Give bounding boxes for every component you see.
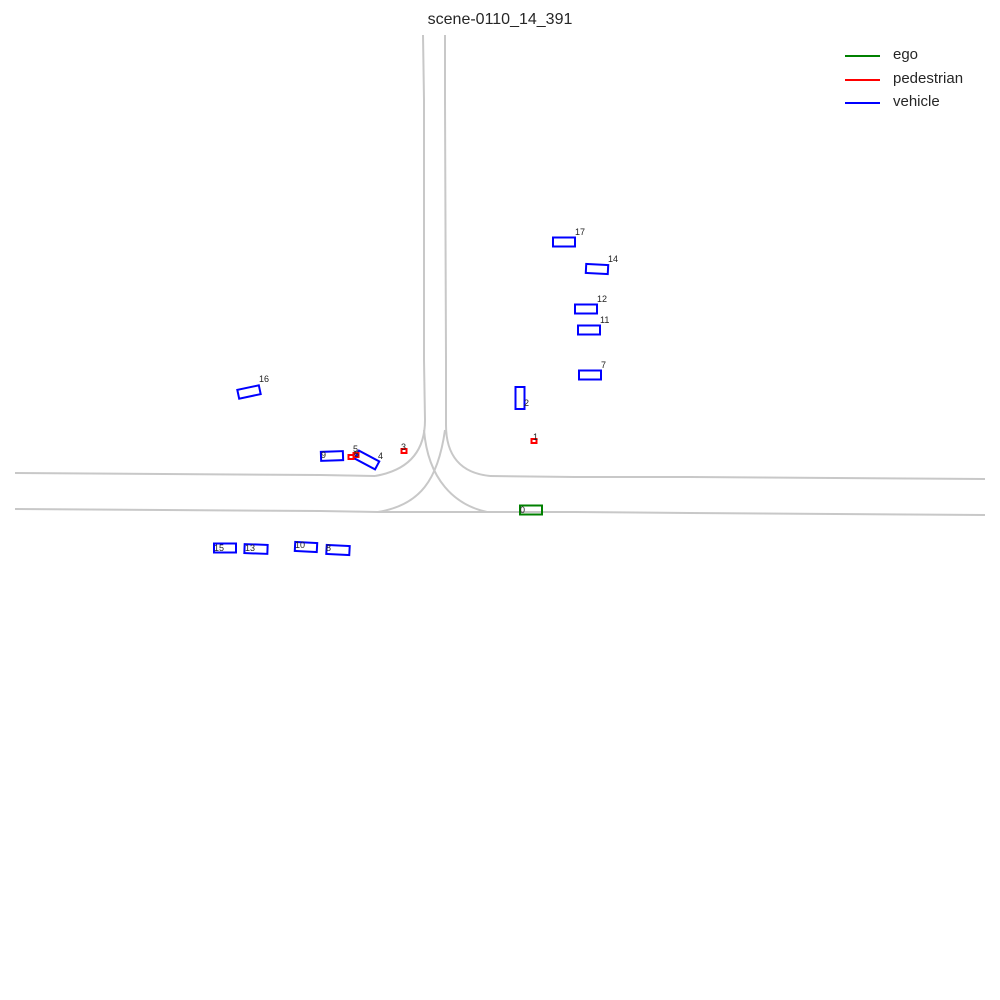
lane-north-left [374,34,427,477]
agent-label-4: 4 [378,451,383,461]
vehicle-box-16 [236,384,262,400]
lane-bottom-main [14,508,986,516]
agent-label-17: 17 [575,227,585,237]
vehicle-box-7 [578,369,602,381]
agent-label-6: 6 [354,449,359,459]
agent-label-9: 9 [321,450,326,460]
vehicle-box-13 [243,543,269,555]
pedestrian-box-3 [400,448,408,454]
lane-east-top [489,475,986,480]
agent-label-7: 7 [601,360,606,370]
agent-label-8: 8 [326,543,331,553]
vehicle-box-9 [319,450,345,462]
vehicle-box-14 [584,262,610,276]
agent-label-0: 0 [520,505,525,515]
vehicle-box-17 [552,236,576,248]
vehicle-box-15 [213,542,237,554]
vehicle-box-2 [514,386,526,410]
agent-label-16: 16 [259,374,269,384]
agent-label-10: 10 [295,540,305,550]
lane-north-right [444,35,491,477]
agent-label-1: 1 [533,432,538,442]
legend-swatch-pedestrian [845,79,880,81]
agent-label-15: 15 [214,543,224,553]
vehicle-box-10 [293,540,319,554]
lane-west-top [14,472,376,477]
agent-label-13: 13 [245,543,255,553]
lane-merge-right-curve [423,429,488,513]
legend-label-pedestrian: pedestrian [893,70,964,87]
agent-label-3: 3 [401,442,406,452]
legend-swatch-ego [845,55,880,57]
ego-box-0 [519,504,543,516]
agent-label-12: 12 [597,294,607,304]
agent-label-5: 5 [353,444,358,454]
agent-label-2: 2 [524,398,529,408]
agent-label-11: 11 [600,315,609,325]
scene-title: scene-0110_14_391 [427,11,573,28]
pedestrian-box-1 [530,438,538,444]
agent-label-14: 14 [608,254,618,264]
vehicle-box-12 [574,303,598,315]
vehicle-box-4 [353,449,381,471]
legend-swatch-vehicle [845,102,880,104]
vehicle-box-8 [325,543,351,557]
pedestrian-box-6 [352,452,360,458]
legend-label-ego: ego [893,46,919,63]
legend-label-vehicle: vehicle [893,93,940,110]
vehicle-box-11 [577,324,601,336]
lane-lines [14,34,986,516]
lane-merge-left-curve [377,429,446,513]
